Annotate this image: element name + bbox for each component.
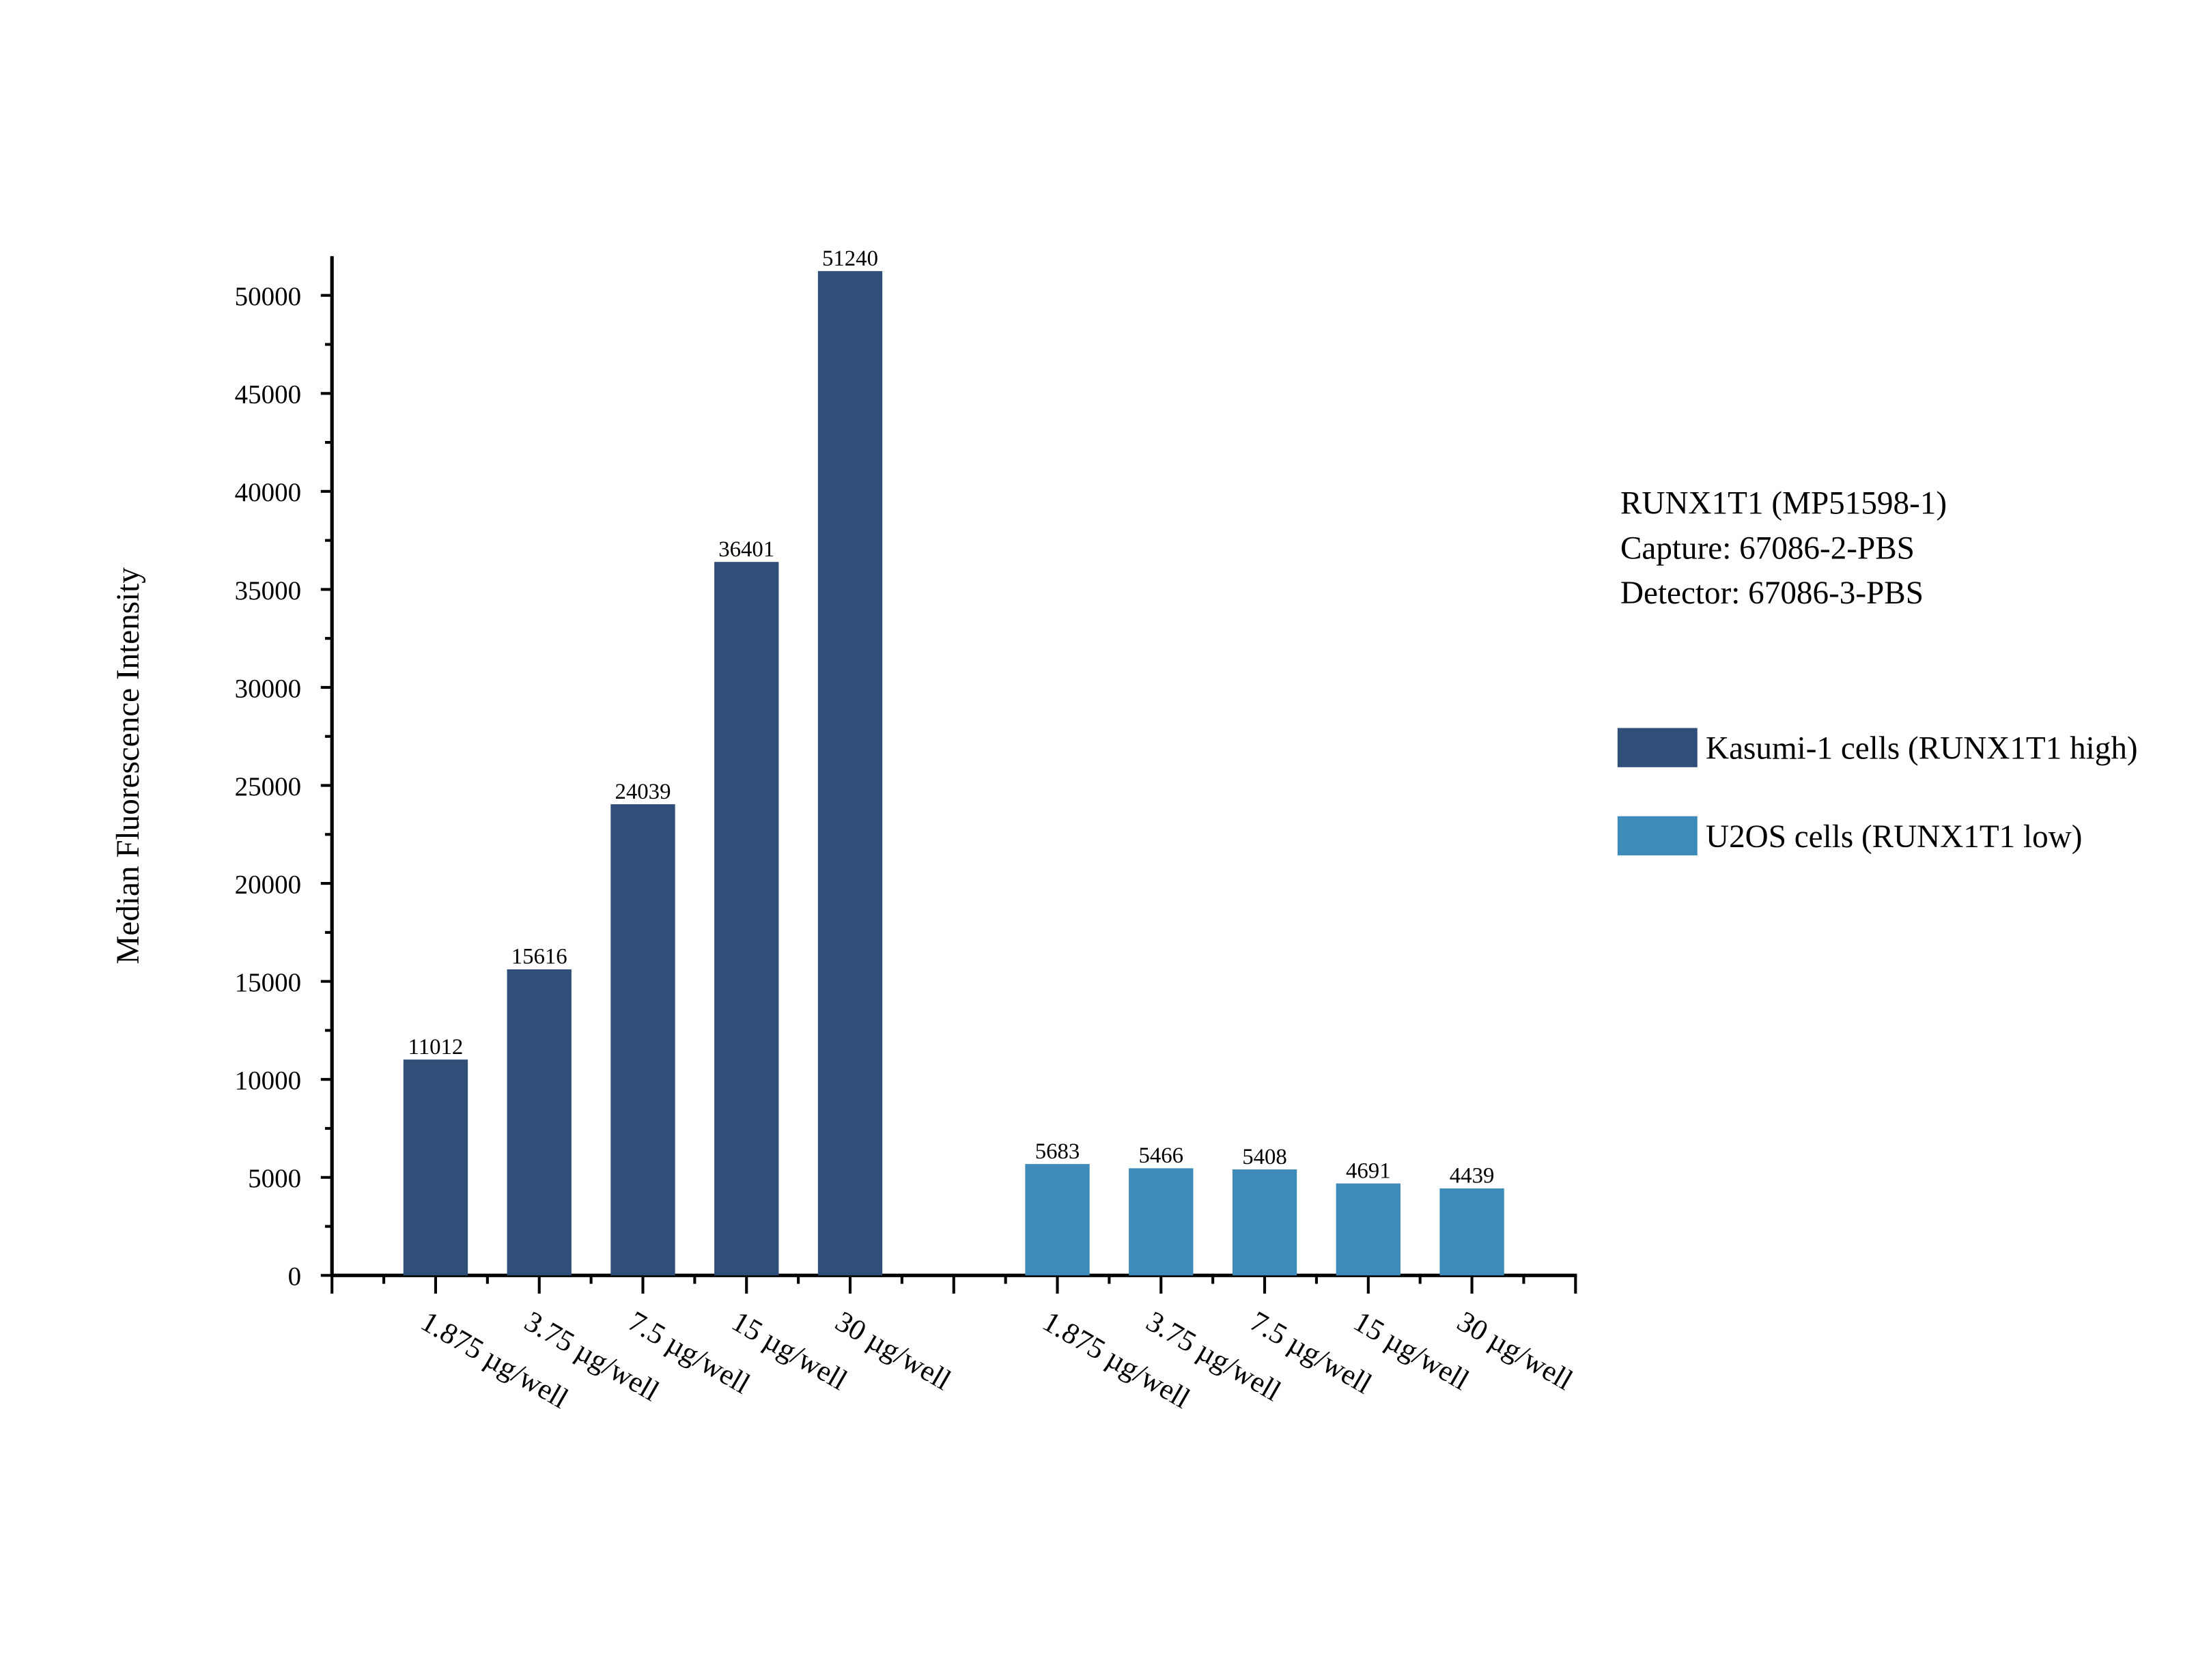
legend-swatch-kasumi bbox=[1617, 728, 1698, 767]
bar bbox=[1439, 1188, 1504, 1276]
bar bbox=[817, 271, 883, 1276]
y-tick-label: 45000 bbox=[235, 380, 301, 410]
bar bbox=[1232, 1169, 1297, 1276]
bar bbox=[1025, 1164, 1090, 1276]
title-line-1: RUNX1T1 (MP51598-1) bbox=[1620, 486, 1947, 522]
chart-title-block: RUNX1T1 (MP51598-1) Capture: 67086-2-PBS… bbox=[1620, 486, 1947, 611]
data-label: 5466 bbox=[1138, 1143, 1183, 1168]
legend-label-kasumi: Kasumi-1 cells (RUNX1T1 high) bbox=[1706, 731, 2138, 767]
data-label: 51240 bbox=[822, 246, 878, 271]
data-label: 15616 bbox=[511, 945, 567, 969]
bar bbox=[610, 804, 675, 1276]
y-tick-label: 10000 bbox=[235, 1066, 301, 1096]
y-tick-label: 15000 bbox=[235, 968, 301, 997]
y-tick-label: 5000 bbox=[248, 1164, 301, 1193]
y-tick-label: 25000 bbox=[235, 772, 301, 801]
legend: Kasumi-1 cells (RUNX1T1 high) U2OS cells… bbox=[1617, 728, 2138, 856]
data-label: 36401 bbox=[718, 537, 774, 562]
y-axis-label: Median Fluorescence Intensity bbox=[111, 567, 146, 965]
y-tick-label: 0 bbox=[288, 1262, 301, 1292]
y-tick-label: 35000 bbox=[235, 576, 301, 606]
data-label: 4691 bbox=[1346, 1158, 1391, 1183]
legend-label-u2os: U2OS cells (RUNX1T1 low) bbox=[1706, 819, 2082, 855]
bar bbox=[714, 562, 779, 1276]
data-label: 11012 bbox=[408, 1035, 464, 1059]
bar bbox=[1129, 1168, 1194, 1276]
y-tick-label: 30000 bbox=[235, 674, 301, 703]
title-line-2: Capture: 67086-2-PBS bbox=[1620, 530, 1915, 566]
y-tick-label: 50000 bbox=[235, 282, 301, 311]
y-tick-label: 40000 bbox=[235, 478, 301, 507]
data-label: 5408 bbox=[1242, 1145, 1287, 1169]
x-tick-label: 30 µg/well bbox=[830, 1305, 956, 1397]
title-line-3: Detector: 67086-3-PBS bbox=[1620, 575, 1924, 611]
x-tick-label: 30 µg/well bbox=[1452, 1305, 1578, 1397]
data-label: 5683 bbox=[1035, 1139, 1080, 1164]
y-tick-label: 20000 bbox=[235, 870, 301, 899]
bar bbox=[403, 1059, 468, 1276]
data-label: 24039 bbox=[615, 780, 671, 804]
bar bbox=[507, 969, 572, 1276]
bar bbox=[1336, 1183, 1400, 1276]
data-label: 4439 bbox=[1450, 1164, 1495, 1188]
legend-swatch-u2os bbox=[1617, 816, 1698, 856]
